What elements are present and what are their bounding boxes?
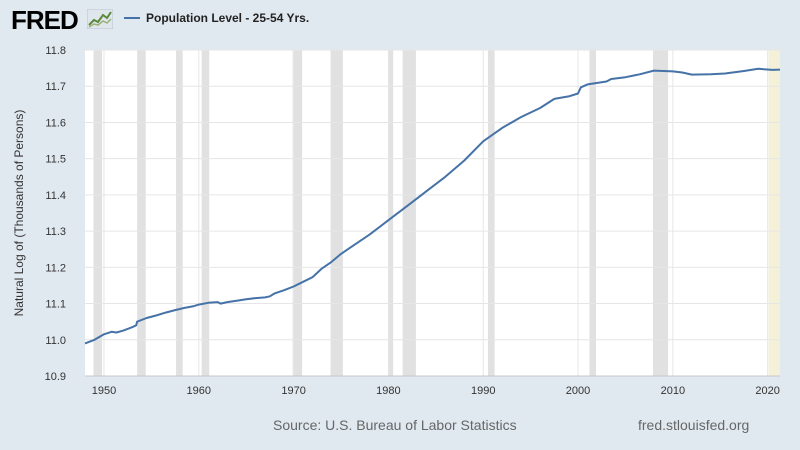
y-tick-label: 11.6 — [45, 117, 66, 129]
recession-band — [768, 50, 780, 376]
legend-label: Population Level - 25-54 Yrs. — [146, 11, 310, 25]
y-tick-label: 11.2 — [45, 262, 66, 274]
y-tick-label: 11.3 — [45, 226, 66, 238]
chart-legend[interactable]: Population Level - 25-54 Yrs. — [124, 11, 309, 25]
series-line — [84, 67, 781, 345]
y-tick-label: 11.4 — [45, 190, 66, 202]
fred-graph-icon — [87, 9, 113, 29]
chart: 10.9 11.0 11.1 11.2 11.3 11.4 11.5 11.6 11.7 11.8… — [12, 45, 781, 397]
y-tick-label: 10.9 — [45, 371, 66, 383]
plot-background — [85, 50, 780, 376]
recession-band — [652, 50, 669, 376]
x-tick-label: 1980 — [376, 385, 400, 397]
series-layer — [84, 67, 781, 345]
x-tick-label: 2010 — [661, 385, 685, 397]
x-tick-label: 2000 — [566, 385, 590, 397]
recession-band — [93, 50, 103, 376]
y-tick-label: 11.0 — [45, 335, 66, 347]
recession-band — [292, 50, 303, 376]
recession-band — [201, 50, 210, 376]
y-tick-label: 11.7 — [45, 81, 66, 93]
y-axis-label: Natural Log of (Thousands of Persons) — [12, 110, 26, 317]
recession-band — [402, 50, 416, 376]
recession-band — [589, 50, 597, 376]
x-tick-label: 1950 — [92, 385, 116, 397]
x-tick-label: 1960 — [187, 385, 211, 397]
legend-swatch — [124, 17, 140, 19]
fred-link[interactable]: fred.stlouisfed.org — [638, 417, 750, 433]
axis-ticks: 10.9 11.0 11.1 11.2 11.3 11.4 11.5 11.6 11.7 11.8… — [45, 45, 780, 397]
recession-band — [330, 50, 343, 376]
recession-band — [137, 50, 146, 376]
source-note: Source: U.S. Bureau of Labor Statistics — [273, 417, 517, 433]
fred-logo[interactable]: FRED — [11, 5, 79, 35]
recession-shading — [93, 50, 780, 376]
y-tick-label: 11.8 — [45, 45, 66, 57]
x-tick-label: 2020 — [755, 385, 779, 397]
header: FRED Population Level - 25-54 Yrs. — [0, 0, 800, 40]
recession-band — [176, 50, 183, 376]
y-tick-label: 11.5 — [45, 154, 66, 166]
y-tick-label: 11.1 — [45, 299, 66, 311]
recession-band — [388, 50, 394, 376]
x-tick-label: 1970 — [281, 385, 305, 397]
recession-band — [487, 50, 495, 376]
x-tick-label: 1990 — [471, 385, 495, 397]
